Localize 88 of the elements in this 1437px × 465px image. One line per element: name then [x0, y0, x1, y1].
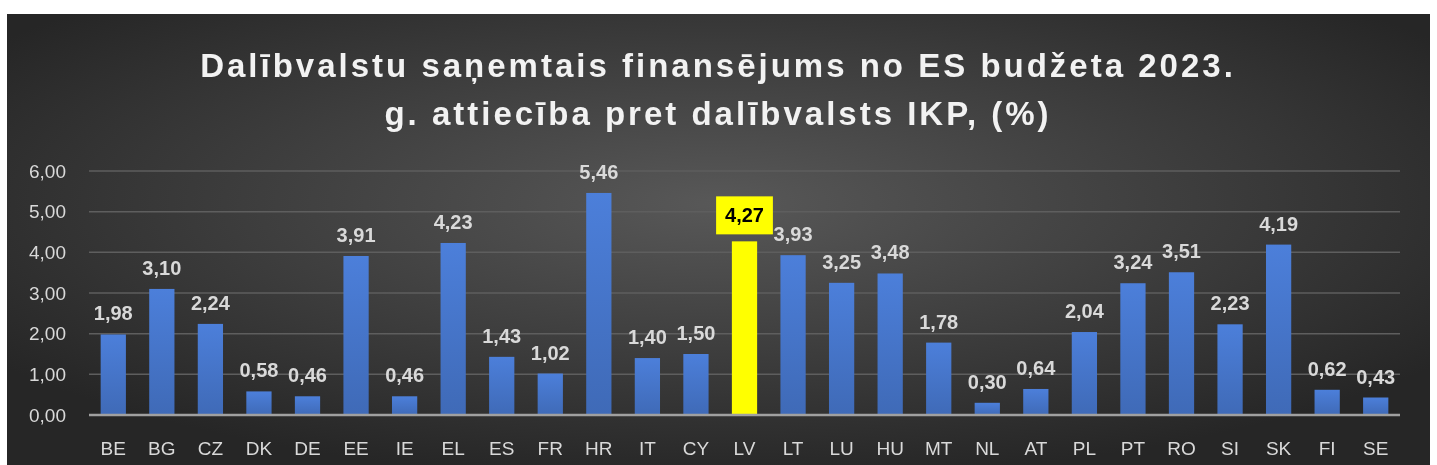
- data-label: 0,64: [1016, 356, 1057, 379]
- bar: [1363, 397, 1389, 415]
- data-label: 2,04: [1064, 300, 1105, 323]
- x-tick-label: HR: [585, 438, 613, 459]
- x-tick-label: HU: [876, 438, 904, 459]
- x-tick-label: SK: [1265, 438, 1292, 459]
- x-tick-label: CY: [682, 438, 710, 459]
- bar: [926, 342, 952, 415]
- bar: [1265, 244, 1292, 415]
- y-tick-label: 2,00: [29, 323, 66, 345]
- x-tick-label: DK: [245, 438, 273, 459]
- bar: [440, 242, 466, 415]
- bar: [683, 354, 709, 415]
- bar: [828, 282, 855, 415]
- x-tick-label: RO: [1167, 438, 1196, 459]
- data-label: 0,46: [385, 364, 425, 387]
- y-tick-label: 3,00: [29, 282, 66, 304]
- bar: [780, 255, 806, 415]
- x-tick-label: LU: [829, 438, 854, 459]
- x-tick-label: IE: [395, 438, 414, 459]
- bar: [489, 356, 515, 415]
- x-tick-label: SI: [1221, 438, 1240, 459]
- bar: [149, 288, 175, 415]
- x-tick-label: IT: [638, 438, 657, 459]
- bar: [391, 396, 418, 415]
- bar: [197, 323, 224, 415]
- data-label: 3,48: [870, 241, 910, 264]
- bar: [537, 373, 563, 415]
- x-tick-label: SE: [1363, 438, 1389, 459]
- data-label: 3,10: [142, 256, 182, 279]
- bar: [731, 241, 758, 415]
- y-tick-label: 1,00: [29, 363, 66, 385]
- x-tick-label: CZ: [197, 438, 224, 459]
- bar: [294, 396, 321, 415]
- bar: [1314, 389, 1340, 415]
- x-tick-label: BG: [148, 438, 176, 459]
- bar: [246, 391, 272, 415]
- data-label: 2,23: [1210, 292, 1250, 315]
- bar: [100, 334, 126, 415]
- y-tick-label: 4,00: [29, 241, 66, 263]
- y-tick-label: 6,00: [29, 160, 66, 182]
- x-tick-label: NL: [975, 438, 1000, 459]
- x-tick-label: FR: [537, 438, 563, 459]
- x-tick-label: EE: [343, 438, 369, 459]
- data-label: 1,43: [482, 324, 522, 347]
- data-label: 3,51: [1162, 240, 1201, 263]
- data-label: 0,43: [1356, 365, 1396, 388]
- data-label: 4,19: [1259, 212, 1299, 235]
- data-label: 3,91: [336, 223, 376, 246]
- data-label: 1,78: [919, 310, 959, 333]
- y-tick-label: 0,00: [29, 404, 66, 426]
- bar: [634, 358, 661, 415]
- data-label: 0,58: [239, 359, 279, 382]
- data-label: 3,24: [1113, 251, 1154, 274]
- bar: [586, 192, 612, 415]
- bar: [1023, 388, 1049, 415]
- bar: [1168, 272, 1195, 415]
- data-label: 0,30: [967, 370, 1007, 393]
- chart-title: Dalībvalstu saņemtais finansējums no ES budžeta 2023. g. attiecība pret dalībvalsts IKP, (%): [200, 47, 1236, 132]
- data-label: 4,23: [433, 210, 473, 233]
- x-tick-label: ES: [489, 438, 515, 459]
- bar: [1120, 283, 1146, 415]
- x-tick-label: EL: [441, 438, 465, 459]
- data-label: 0,46: [288, 364, 327, 387]
- data-label: 3,25: [822, 250, 862, 273]
- x-tick-label: LT: [782, 438, 804, 459]
- data-label: 0,62: [1307, 357, 1347, 380]
- data-label: 3,93: [773, 223, 813, 246]
- x-tick-label: PL: [1072, 438, 1097, 459]
- y-tick-label: 5,00: [29, 201, 66, 223]
- data-label: 1,40: [627, 326, 667, 349]
- data-label: 1,50: [676, 322, 716, 344]
- data-label: 5,46: [579, 160, 619, 183]
- bar: [877, 273, 903, 415]
- x-tick-label: BE: [100, 438, 126, 459]
- data-label: 1,98: [93, 302, 133, 325]
- data-label: 1,02: [530, 341, 570, 364]
- x-tick-label: AT: [1024, 438, 1048, 459]
- x-tick-label: FI: [1318, 438, 1336, 459]
- data-label: 2,24: [190, 291, 231, 314]
- bar: [1071, 332, 1098, 415]
- x-tick-label: DE: [294, 438, 321, 459]
- x-tick-label: PT: [1120, 438, 1146, 459]
- x-tick-label: LV: [733, 438, 756, 459]
- bar: [1217, 324, 1243, 415]
- data-label: 4,27: [725, 204, 764, 227]
- bar: [343, 255, 369, 415]
- x-tick-label: MT: [925, 438, 953, 459]
